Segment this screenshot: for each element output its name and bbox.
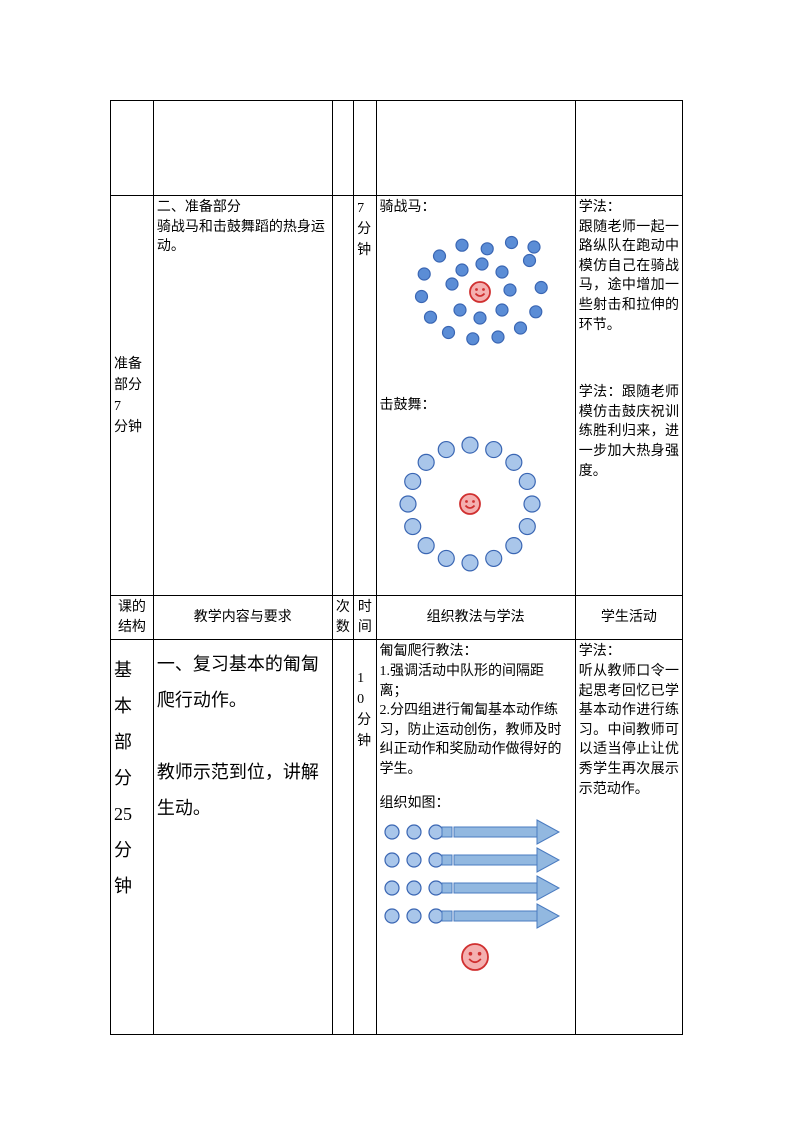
hdr-student: 学生活动 (575, 596, 682, 640)
prep-row: 准备 部分 7 分钟 二、准备部分 骑战马和击鼓舞蹈的热身运动。 7 分 钟 骑… (111, 196, 683, 596)
hdr-method: 组织教法与学法 (376, 596, 575, 640)
diagram2-label: 击鼓舞： (380, 396, 572, 416)
hdr-count: 次 数 (332, 596, 353, 640)
main-content: 一、复习基本的匍匐爬行动作。 教师示范到位，讲解生动。 (153, 640, 332, 1035)
main-count (332, 640, 353, 1035)
hdr-structure: 课的 结构 (111, 596, 154, 640)
prep-content: 二、准备部分 骑战马和击鼓舞蹈的热身运动。 (153, 196, 332, 596)
diagram1-label: 骑战马： (380, 200, 436, 215)
empty-row (111, 101, 683, 196)
main-student: 学法： 听从教师口令一起思考回忆已学基本动作进行练习。中间教师可以适当停止让优秀… (575, 640, 682, 1035)
main-label: 基 本 部 分 25 分 钟 (111, 640, 154, 1035)
main-row: 基 本 部 分 25 分 钟 一、复习基本的匍匐爬行动作。 教师示范到位，讲解生… (111, 640, 683, 1035)
prep-method: 骑战马： 击鼓舞： (376, 196, 575, 596)
lesson-plan-table: 准备 部分 7 分钟 二、准备部分 骑战马和击鼓舞蹈的热身运动。 7 分 钟 骑… (110, 100, 683, 1035)
prep-student: 学法： 跟随老师一起一路纵队在跑动中模仿自己在骑战马，途中增加一些射击和拉伸的环… (575, 196, 682, 596)
main-time: 1 0 分 钟 (354, 640, 376, 1035)
header-row: 课的 结构 教学内容与要求 次 数 时 间 组织教法与学法 学生活动 (111, 596, 683, 640)
diagram-horse (380, 222, 572, 372)
prep-time: 7 分 钟 (354, 196, 376, 596)
hdr-time: 时 间 (354, 596, 376, 640)
main-method: 匍匐爬行教法： 1.强调活动中队形的间隔距离； 2.分四组进行匍匐基本动作练习，… (376, 640, 575, 1035)
diagram-drum (380, 419, 572, 589)
prep-count (332, 196, 353, 596)
diagram-crawl (380, 817, 572, 982)
hdr-content: 教学内容与要求 (153, 596, 332, 640)
prep-label: 准备 部分 7 分钟 (111, 196, 154, 596)
